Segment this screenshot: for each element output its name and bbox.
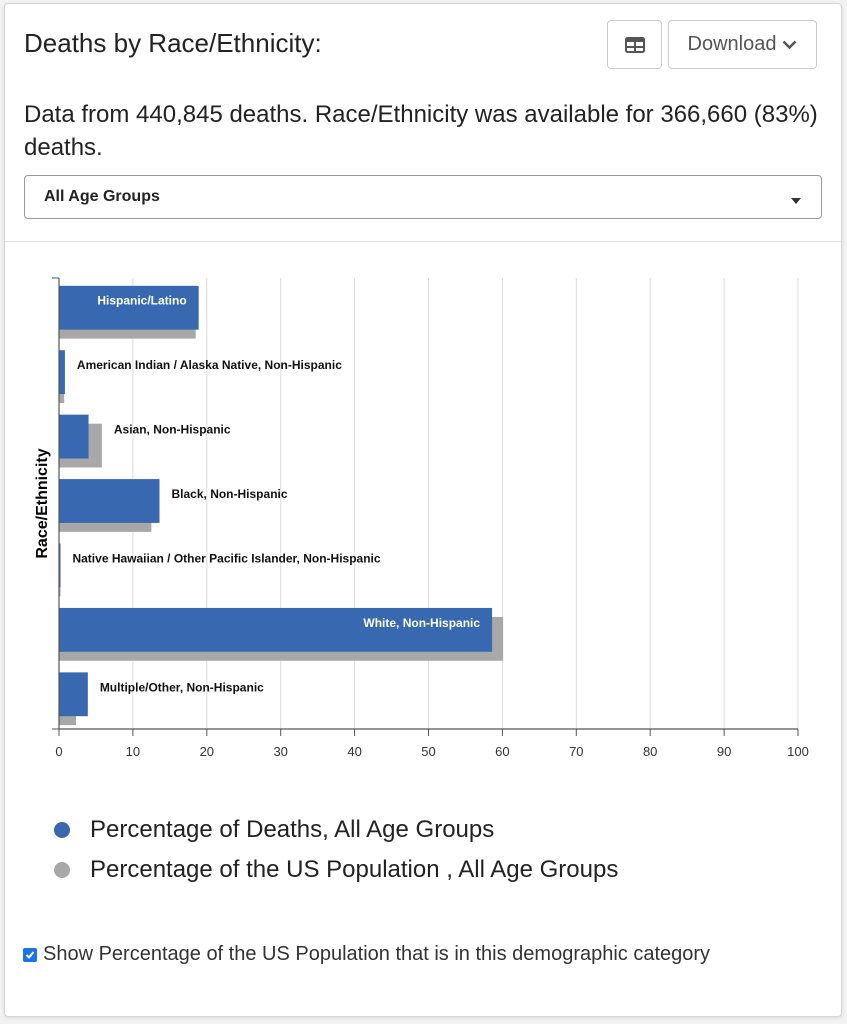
deaths-bar	[59, 543, 61, 588]
table-icon	[624, 36, 645, 53]
x-tick-label: 100	[787, 744, 809, 759]
age-group-selected: All Age Groups	[44, 188, 160, 205]
x-tick-label: 80	[643, 744, 657, 759]
x-tick-label: 40	[347, 744, 361, 759]
table-view-button[interactable]	[607, 20, 662, 69]
deaths-bar	[59, 479, 160, 523]
show-population-label: Show Percentage of the US Population tha…	[43, 943, 711, 965]
legend-item-population[interactable]: Percentage of the US Population , All Ag…	[54, 850, 618, 890]
deaths-by-race-card: Deaths by Race/Ethnicity: Download Data …	[4, 3, 842, 1017]
legend-item-deaths[interactable]: Percentage of Deaths, All Age Groups	[54, 810, 618, 850]
checkbox-checked-icon[interactable]	[23, 947, 37, 962]
download-button[interactable]: Download	[668, 20, 817, 69]
legend-dot-deaths	[54, 822, 70, 838]
legend-label-deaths: Percentage of Deaths, All Age Groups	[90, 816, 495, 843]
deaths-bar	[59, 350, 65, 395]
x-tick-label: 90	[717, 744, 731, 759]
x-tick-label: 0	[55, 744, 62, 759]
chevron-down-icon	[783, 40, 797, 49]
divider	[5, 241, 841, 242]
deaths-bar	[59, 414, 89, 459]
caret-down-icon	[791, 198, 801, 204]
bar-label: American Indian / Alaska Native, Non-His…	[77, 358, 342, 372]
bar-label: Native Hawaiian / Other Pacific Islander…	[72, 551, 380, 565]
age-group-select[interactable]: All Age Groups	[24, 175, 822, 219]
bar-label: Hispanic/Latino	[97, 294, 186, 308]
deaths-bar	[59, 672, 88, 717]
legend-dot-population	[54, 862, 70, 878]
bar-label: Black, Non-Hispanic	[172, 487, 288, 501]
show-population-toggle[interactable]: Show Percentage of the US Population tha…	[23, 943, 710, 966]
bar-label: Asian, Non-Hispanic	[114, 423, 231, 437]
x-tick-label: 10	[126, 744, 140, 759]
x-tick-label: 50	[421, 744, 435, 759]
x-tick-label: 70	[569, 744, 583, 759]
card-title: Deaths by Race/Ethnicity:	[24, 28, 322, 58]
deaths-bar	[59, 285, 199, 330]
data-description: Data from 440,845 deaths. Race/Ethnicity…	[24, 101, 818, 161]
bar-label: White, Non-Hispanic	[363, 616, 480, 630]
y-axis-title: Race/Ethnicity	[34, 448, 51, 558]
race-ethnicity-bar-chart: 0 10 20 30 40 50 60 70 80 90 100 Hispanic/Latino Ame…	[34, 277, 809, 759]
legend-label-population: Percentage of the US Population , All Ag…	[90, 856, 619, 883]
chart-legend: Percentage of Deaths, All Age Groups Per…	[54, 810, 618, 890]
download-label: Download	[687, 33, 777, 55]
bar-label: Multiple/Other, Non-Hispanic	[100, 680, 264, 694]
x-tick-label: 30	[273, 744, 287, 759]
x-tick-label: 60	[495, 744, 509, 759]
deaths-bar	[59, 607, 493, 652]
x-tick-label: 20	[200, 744, 214, 759]
